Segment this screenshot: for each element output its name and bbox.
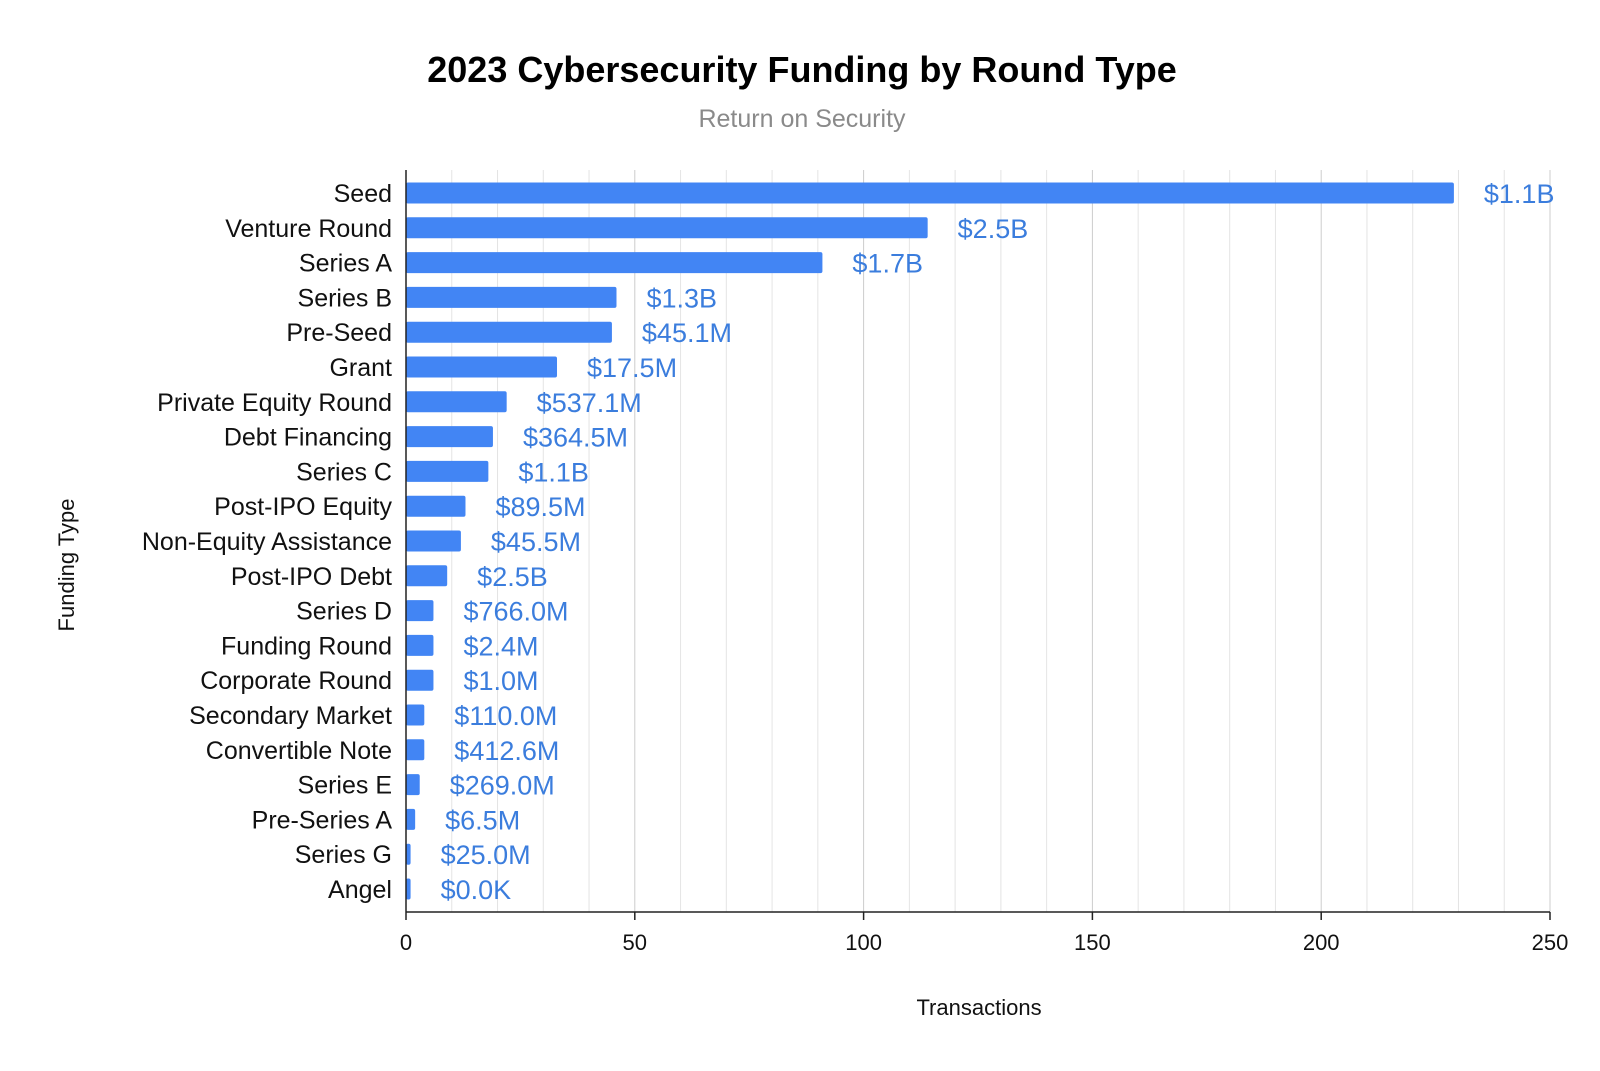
bar-series-d bbox=[406, 600, 434, 622]
category-label: Grant bbox=[329, 354, 392, 382]
data-label: $0.0K bbox=[441, 875, 512, 905]
bar-series-g bbox=[406, 843, 411, 865]
x-tick-label: 150 bbox=[1074, 930, 1111, 955]
data-label: $110.0M bbox=[454, 701, 557, 731]
bar-series-a bbox=[406, 252, 823, 274]
bar-seed bbox=[406, 182, 1454, 204]
data-label: $364.5M bbox=[523, 423, 628, 453]
data-label: $412.6M bbox=[454, 736, 559, 766]
category-label: Secondary Market bbox=[189, 702, 392, 730]
data-label: $1.1B bbox=[1484, 179, 1555, 209]
bar-pre-seed bbox=[406, 321, 612, 343]
y-axis-title: Funding Type bbox=[54, 499, 79, 632]
data-label: $89.5M bbox=[495, 492, 585, 522]
bar-non-equity-assistance bbox=[406, 530, 461, 552]
category-label: Series D bbox=[296, 598, 392, 626]
bar-grant bbox=[406, 356, 558, 378]
bar-private-equity-round bbox=[406, 391, 507, 413]
data-label: $17.5M bbox=[587, 353, 677, 383]
data-label: $1.7B bbox=[852, 249, 923, 279]
data-label: $45.5M bbox=[491, 527, 581, 557]
category-label: Series C bbox=[296, 458, 392, 486]
category-label: Post-IPO Debt bbox=[231, 563, 392, 591]
data-label: $766.0M bbox=[463, 597, 568, 627]
data-label: $2.5B bbox=[958, 214, 1029, 244]
x-tick-label: 50 bbox=[623, 930, 647, 955]
category-label: Pre-Seed bbox=[286, 319, 392, 347]
data-label: $6.5M bbox=[445, 805, 520, 835]
bar-post-ipo-debt bbox=[406, 565, 448, 587]
category-labels: Seed Venture Round Series A Series B Pre-See… bbox=[142, 180, 393, 904]
bar-funding-round bbox=[406, 634, 434, 656]
bar-series-c bbox=[406, 460, 489, 482]
category-label: Seed bbox=[334, 180, 392, 208]
bar-convertible-note bbox=[406, 739, 425, 761]
x-tick-label: 100 bbox=[845, 930, 882, 955]
bar-series-e bbox=[406, 774, 420, 796]
data-label: $1.3B bbox=[646, 283, 717, 313]
gridlines bbox=[451, 170, 1551, 912]
bar-debt-financing bbox=[406, 426, 493, 448]
bar-venture-round bbox=[406, 217, 928, 239]
category-label: Angel bbox=[328, 876, 392, 904]
data-label: $1.0M bbox=[463, 666, 538, 696]
category-label: Non-Equity Assistance bbox=[142, 528, 392, 556]
data-label: $25.0M bbox=[441, 840, 531, 870]
data-label: $2.4M bbox=[463, 631, 538, 661]
axes: 0 50 100 150 200 250 bbox=[400, 170, 1568, 955]
x-tick-label: 200 bbox=[1303, 930, 1340, 955]
x-axis-title: Transactions bbox=[916, 995, 1041, 1020]
bar-post-ipo-equity bbox=[406, 495, 466, 517]
data-label: $2.5B bbox=[477, 562, 548, 592]
category-label: Series B bbox=[298, 284, 392, 312]
category-label: Venture Round bbox=[225, 215, 392, 243]
category-label: Private Equity Round bbox=[157, 389, 392, 417]
x-tick-label: 0 bbox=[400, 930, 412, 955]
bar-pre-series-a bbox=[406, 808, 416, 830]
x-tick-label: 250 bbox=[1532, 930, 1569, 955]
category-label: Funding Round bbox=[221, 632, 392, 660]
data-label: $537.1M bbox=[537, 388, 642, 418]
bar-angel bbox=[406, 878, 411, 900]
category-label: Series G bbox=[295, 841, 392, 869]
data-labels: $1.1B $2.5B $1.7B $1.3B $45.1M $17.5M $537.1M $… bbox=[441, 179, 1555, 905]
data-label: $1.1B bbox=[518, 457, 589, 487]
chart-subtitle: Return on Security bbox=[698, 105, 906, 133]
bar-corporate-round bbox=[406, 669, 434, 691]
chart-title: 2023 Cybersecurity Funding by Round Type bbox=[427, 49, 1176, 90]
bar-secondary-market bbox=[406, 704, 425, 726]
category-label: Series E bbox=[298, 772, 392, 800]
data-label: $269.0M bbox=[450, 771, 555, 801]
category-label: Corporate Round bbox=[200, 667, 392, 695]
category-label: Convertible Note bbox=[206, 737, 392, 765]
category-label: Debt Financing bbox=[224, 424, 392, 452]
category-label: Pre-Series A bbox=[252, 806, 393, 834]
category-label: Series A bbox=[299, 250, 392, 278]
category-label: Post-IPO Equity bbox=[214, 493, 392, 521]
bar-series-b bbox=[406, 286, 617, 308]
bars bbox=[406, 182, 1454, 900]
data-label: $45.1M bbox=[642, 318, 732, 348]
